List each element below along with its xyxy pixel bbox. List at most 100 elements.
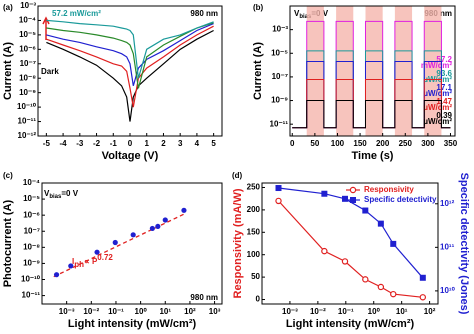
x-tick-label: 10⁻¹ bbox=[108, 307, 124, 316]
series-unit: mW/cm² bbox=[421, 61, 452, 70]
y-tick-label: 10⁻¹² bbox=[18, 131, 37, 140]
x-tick-label: 10² bbox=[424, 307, 436, 316]
x-tick-label: 10⁰ bbox=[368, 307, 381, 316]
x-tick-label: 10¹ bbox=[396, 307, 408, 316]
x-tick-label: 50 bbox=[310, 139, 319, 148]
legend-marker bbox=[349, 186, 357, 194]
x-tick-label: 200 bbox=[376, 139, 390, 148]
y-tick-label: 10⁻⁴ bbox=[23, 178, 40, 187]
y-tick-label: 10⁻⁹ bbox=[23, 259, 40, 268]
panel-label: (b) bbox=[253, 3, 264, 12]
y-tick-label: 10⁻⁵ bbox=[23, 194, 40, 203]
x-tick-label: 0 bbox=[128, 139, 133, 148]
y-tick-label: 10⁻¹¹ bbox=[18, 117, 37, 126]
x-tick-label: 3 bbox=[178, 139, 183, 148]
series-line bbox=[46, 22, 214, 89]
marker bbox=[390, 240, 397, 247]
series-line bbox=[46, 19, 214, 79]
marker bbox=[377, 283, 385, 291]
marker bbox=[377, 220, 384, 227]
bias-value: =0 V bbox=[61, 189, 78, 198]
x-tick-label: -2 bbox=[93, 139, 101, 148]
marker bbox=[321, 247, 328, 255]
y-tick-label: 10⁻⁵ bbox=[19, 30, 36, 39]
series-unit: µW/cm² bbox=[423, 117, 452, 126]
x-tick-label: 350 bbox=[444, 139, 458, 148]
bias-v: V bbox=[294, 9, 300, 18]
y-tick-label: 10⁻⁸ bbox=[19, 73, 36, 82]
series-label: 17.1 bbox=[436, 83, 452, 92]
bias-v: V bbox=[44, 189, 50, 198]
series-label: 0.39 bbox=[436, 111, 452, 120]
plot-frame bbox=[261, 182, 439, 305]
x-tick-label: -3 bbox=[76, 139, 84, 148]
fit-line bbox=[53, 213, 185, 278]
plot-frame bbox=[41, 182, 223, 305]
x-tick-label: -4 bbox=[60, 139, 68, 148]
series-line bbox=[46, 29, 214, 122]
data-point bbox=[155, 223, 161, 230]
y-tick-label: 10⁻⁶ bbox=[19, 44, 36, 53]
series-label: 93.6 bbox=[436, 69, 452, 78]
y-tick-label: 150 bbox=[247, 227, 261, 236]
light-on-region bbox=[394, 6, 413, 136]
y-tick-label: 10⁻⁵ bbox=[271, 48, 288, 57]
marker bbox=[341, 258, 349, 265]
marker bbox=[362, 207, 369, 214]
x-axis-label: Light intensity (mW/cm²) bbox=[286, 318, 415, 330]
plot-frame bbox=[289, 5, 456, 137]
marker bbox=[419, 294, 427, 301]
data-point bbox=[112, 239, 118, 246]
marker bbox=[341, 195, 348, 202]
data-point bbox=[53, 272, 60, 278]
data-point bbox=[181, 207, 187, 213]
panel-label: (a) bbox=[3, 3, 13, 12]
marker bbox=[390, 290, 397, 298]
y-tick-label: 100 bbox=[247, 250, 261, 259]
legend-label: Specific detectivity bbox=[364, 195, 437, 204]
series-label: 1.47 bbox=[436, 97, 452, 106]
y-tick-label: 10⁻¹¹ bbox=[22, 291, 41, 300]
x-tick-label: 10¹ bbox=[159, 307, 171, 316]
x-tick-label: 10⁻² bbox=[310, 307, 326, 316]
y-tick-label: 10⁻¹⁰ bbox=[21, 275, 41, 284]
x-tick-label: 10⁻³ bbox=[282, 307, 298, 316]
x-tick-label: 10⁻³ bbox=[59, 307, 75, 316]
x-axis-label: Time (s) bbox=[352, 150, 394, 162]
y-tick-label: 10⁻¹¹ bbox=[270, 119, 289, 128]
series-unit: µW/cm² bbox=[423, 89, 452, 98]
annotation: 980 nm bbox=[190, 293, 218, 302]
x-tick-label: 100 bbox=[331, 139, 345, 148]
annotation: 57.2 mW/cm² bbox=[52, 9, 101, 18]
x-tick-label: 1 bbox=[145, 139, 150, 148]
x-tick-label: 2 bbox=[161, 139, 166, 148]
data-point bbox=[130, 232, 136, 238]
light-on-region bbox=[336, 6, 354, 136]
x-tick-label: 5 bbox=[211, 139, 216, 148]
data-point bbox=[162, 217, 168, 223]
legend-marker bbox=[350, 197, 356, 203]
light-on-region bbox=[365, 6, 383, 136]
y2-tick-label: 10¹² bbox=[440, 199, 455, 208]
bias-label: Vbias=0 V bbox=[44, 189, 79, 199]
marker bbox=[275, 185, 282, 192]
x-tick-label: 150 bbox=[353, 139, 367, 148]
series-line bbox=[46, 23, 214, 86]
legend-label: Responsivity bbox=[364, 185, 414, 194]
y-axis-label: Photocurrent (A) bbox=[2, 199, 14, 287]
y2-tick-label: 10¹⁰ bbox=[440, 286, 456, 295]
annotation: 980 nm bbox=[190, 9, 218, 18]
y-tick-label: 0 bbox=[256, 295, 261, 304]
x-tick-label: 10⁰ bbox=[135, 307, 148, 316]
y-tick-label: 10⁻⁸ bbox=[23, 242, 40, 251]
panel-label: (d) bbox=[232, 171, 243, 180]
y2-tick-label: 10¹¹ bbox=[440, 242, 455, 251]
fit-exp: 0.72 bbox=[97, 253, 113, 262]
data-point bbox=[149, 225, 155, 232]
series-unit: µW/cm² bbox=[423, 103, 452, 112]
marker bbox=[419, 274, 426, 281]
x-axis-label: Voltage (V) bbox=[102, 150, 159, 162]
marker bbox=[321, 190, 328, 197]
light-on-region bbox=[424, 6, 442, 136]
